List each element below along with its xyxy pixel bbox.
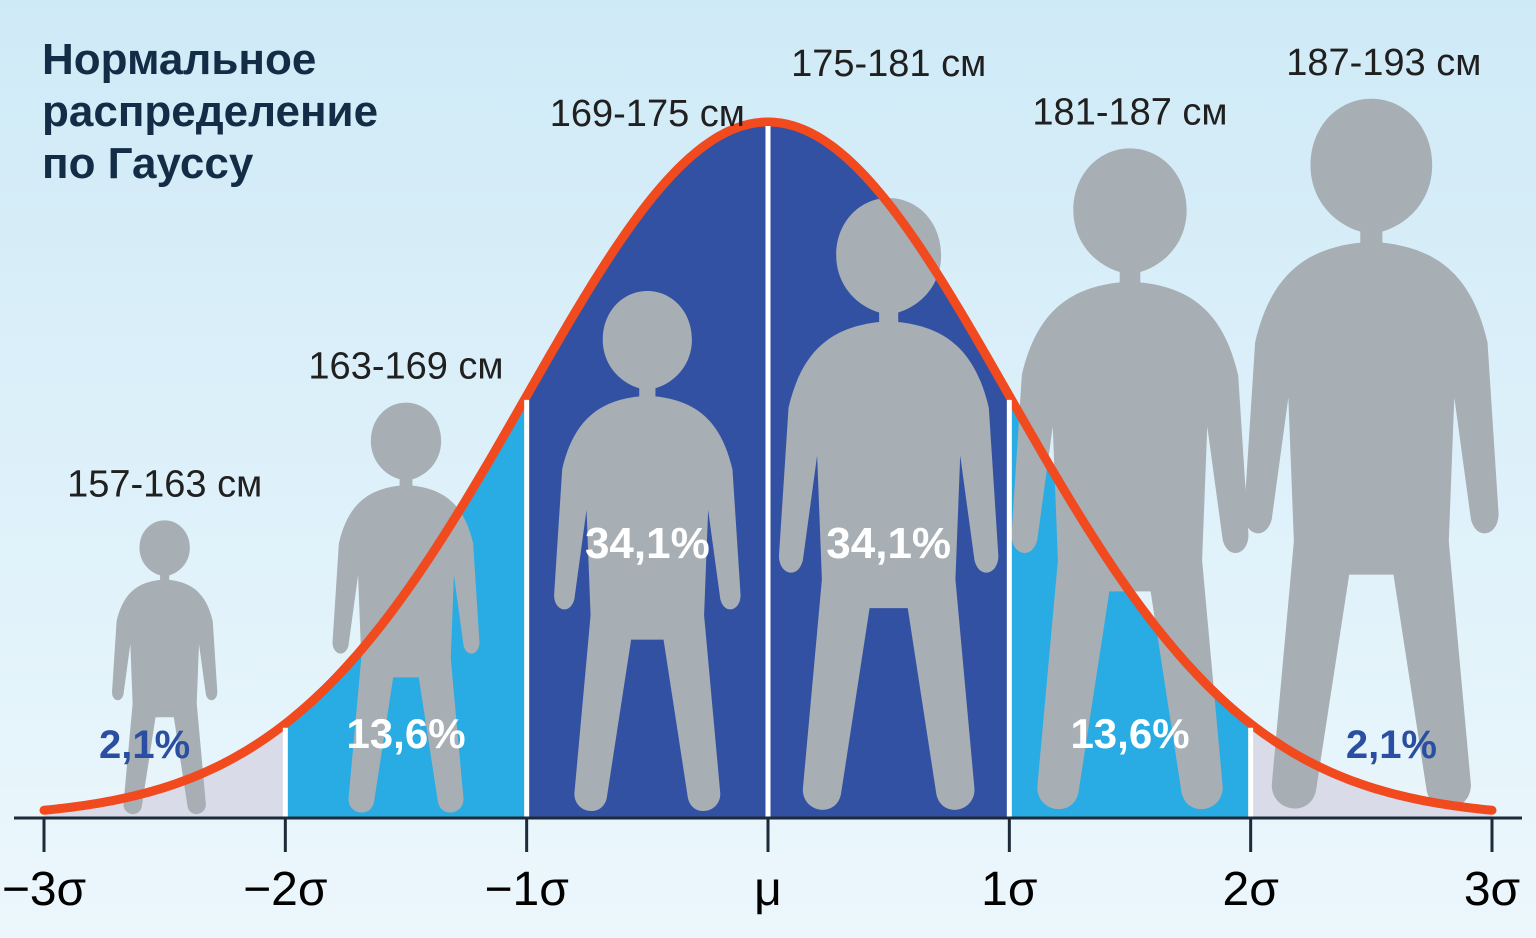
- axis-label-5: 2σ: [1223, 863, 1279, 916]
- height-label-5: 187-193 см: [1286, 42, 1481, 84]
- chart-title: Нормальное распределение по Гауссу: [42, 34, 378, 190]
- axis-label-2: −1σ: [484, 863, 568, 916]
- percent-label-0: 2,1%: [99, 723, 190, 767]
- height-label-0: 157-163 см: [67, 463, 262, 505]
- axis-label-1: −2σ: [243, 863, 327, 916]
- percent-label-3: 34,1%: [826, 519, 951, 568]
- height-label-4: 181-187 см: [1032, 91, 1227, 133]
- axis-label-4: 1σ: [981, 863, 1037, 916]
- axis-label-0: −3σ: [2, 863, 86, 916]
- percent-label-1: 13,6%: [346, 710, 465, 757]
- percent-label-5: 2,1%: [1346, 723, 1437, 767]
- percent-label-4: 13,6%: [1070, 710, 1189, 757]
- percent-label-2: 34,1%: [585, 519, 710, 568]
- height-label-1: 163-169 см: [308, 346, 503, 388]
- axis-label-6: 3σ: [1464, 863, 1520, 916]
- height-label-2: 169-175 см: [550, 93, 745, 135]
- height-label-3: 175-181 см: [791, 43, 986, 85]
- axis-label-3: μ: [754, 863, 782, 916]
